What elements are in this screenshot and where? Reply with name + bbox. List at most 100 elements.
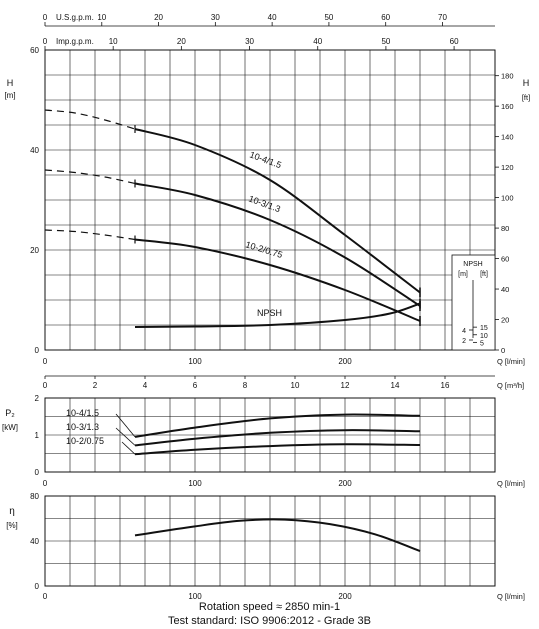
- x-tick-label: 100: [188, 479, 202, 488]
- top-axis-tick-label: 40: [313, 37, 322, 46]
- head-panel-frame: [44, 49, 496, 351]
- top-axis-tick-label: 10: [109, 37, 118, 46]
- npsh-axis-title: NPSH: [463, 261, 482, 268]
- p2-axis-title: P₂: [5, 408, 15, 418]
- power-label-leader: [115, 427, 136, 446]
- y-tick-label: 0: [35, 346, 40, 355]
- y2-tick-label: 40: [501, 285, 509, 294]
- npsh-axis-box: [451, 254, 496, 351]
- x-axis-title: Q [l/min]: [497, 357, 525, 366]
- m3h-axis-title: Q [m³/h]: [497, 381, 524, 390]
- p2-axis-unit: [kW]: [2, 423, 18, 432]
- m3h-axis-tick-label: 2: [93, 381, 98, 390]
- y2-tick-label: 100: [501, 194, 514, 203]
- head-curve-line: [134, 238, 421, 322]
- npsh-ft-tick-label: 15: [480, 325, 488, 332]
- top-axis-title: U.S.g.p.m.: [56, 13, 94, 22]
- power-curve-line: [134, 413, 421, 438]
- power-curve-line: [134, 443, 421, 456]
- y2-tick-label: 120: [501, 163, 514, 172]
- x-tick-label: 100: [188, 592, 202, 601]
- power-curve-label: 10-2/0.75: [66, 436, 104, 446]
- rotation-speed-note: Rotation speed ≈ 2850 min-1: [198, 601, 341, 613]
- npsh-axis-unit-m: [m]: [458, 271, 468, 278]
- y2-tick-label: 80: [501, 224, 509, 233]
- top-axis-tick-label: 20: [177, 37, 186, 46]
- head-curve-extrapolation-dashed: [44, 169, 136, 185]
- top-axis-tick-label: 0: [43, 13, 48, 22]
- x-axis-title: Q [l/min]: [497, 592, 525, 601]
- npsh-axis-unit-ft: [ft]: [480, 271, 488, 278]
- eta-axis-title: η: [9, 506, 15, 517]
- top-axis-tick-label: 10: [97, 13, 106, 22]
- x-tick-label: 200: [338, 357, 352, 366]
- head-curve-label: NPSH: [257, 308, 282, 318]
- x-tick-label: 0: [43, 592, 48, 601]
- y-axis-title: H: [7, 78, 14, 88]
- y-tick-label: 1: [35, 431, 40, 440]
- y-tick-label: 20: [30, 246, 39, 255]
- head-curve-line: [134, 128, 421, 294]
- power-curve-label: 10-4/1.5: [66, 408, 99, 418]
- top-axis-tick-label: 0: [43, 37, 48, 46]
- test-standard-note: Test standard: ISO 9906:2012 - Grade 3B: [167, 615, 371, 627]
- m3h-axis-tick-label: 4: [143, 381, 148, 390]
- x-tick-label: 0: [43, 479, 48, 488]
- x-tick-label: 0: [43, 357, 48, 366]
- npsh-ft-tick-label: 10: [480, 333, 488, 340]
- power-panel-frame: [44, 397, 496, 473]
- eta-axis-unit: [%]: [6, 521, 18, 530]
- y-tick-label: 40: [30, 537, 39, 546]
- m3h-axis-tick-label: 12: [341, 381, 350, 390]
- m3h-axis-tick-label: 14: [391, 381, 400, 390]
- m3h-axis-tick-label: 6: [193, 381, 198, 390]
- x-tick-label: 200: [338, 592, 352, 601]
- y-tick-label: 0: [35, 468, 40, 477]
- npsh-m-tick-label: 2: [462, 338, 466, 345]
- y-axis-unit: [m]: [4, 91, 15, 100]
- m3h-axis-tick-label: 10: [291, 381, 300, 390]
- m3h-axis-tick-label: 8: [243, 381, 248, 390]
- top-axis-tick-label: 60: [381, 13, 390, 22]
- head-curve-line: [134, 182, 421, 307]
- top-axis-tick-label: 20: [154, 13, 163, 22]
- y2-tick-label: 160: [501, 102, 514, 111]
- top-axis-tick-label: 30: [211, 13, 220, 22]
- power-label-leader: [121, 441, 136, 455]
- top-axis-tick-label: 70: [438, 13, 447, 22]
- y-tick-label: 40: [30, 146, 39, 155]
- y2-tick-label: 60: [501, 255, 509, 264]
- npsh-m-tick-label: 4: [462, 328, 466, 335]
- efficiency-panel-frame: [44, 495, 496, 587]
- m3h-axis-tick-label: 0: [43, 381, 48, 390]
- x-axis-title: Q [l/min]: [497, 479, 525, 488]
- top-axis-tick-label: 30: [245, 37, 254, 46]
- y2-axis-title: H: [523, 78, 530, 88]
- top-axis-tick-label: 40: [268, 13, 277, 22]
- top-axis-tick-label: 60: [450, 37, 459, 46]
- y2-tick-label: 140: [501, 133, 514, 142]
- head-curve-label: 10-3/1.3: [247, 193, 281, 214]
- y-tick-label: 80: [30, 492, 39, 501]
- x-tick-label: 200: [338, 479, 352, 488]
- efficiency-curve-line: [134, 518, 421, 553]
- top-axis-tick-label: 50: [381, 37, 390, 46]
- head-curve-label: 10-2/0.75: [244, 239, 283, 260]
- top-axis-title: Imp.g.p.m.: [56, 37, 94, 46]
- y2-axis-unit: [ft]: [522, 93, 530, 102]
- power-curve-label: 10-3/1.3: [66, 422, 99, 432]
- head-curve-extrapolation-dashed: [44, 109, 136, 130]
- top-axis-tick-label: 50: [324, 13, 333, 22]
- y2-tick-label: 0: [501, 346, 505, 355]
- head-curve-line: [134, 302, 421, 328]
- x-tick-label: 100: [188, 357, 202, 366]
- head-curve-label: 10-4/1.5: [248, 149, 282, 170]
- y-tick-label: 0: [35, 582, 40, 591]
- m3h-axis-tick-label: 16: [441, 381, 450, 390]
- power-curve-line: [134, 429, 421, 447]
- npsh-ft-tick-label: 5: [480, 340, 484, 347]
- power-label-leader: [115, 413, 136, 438]
- y2-tick-label: 20: [501, 316, 509, 325]
- head-curve-extrapolation-dashed: [44, 229, 136, 241]
